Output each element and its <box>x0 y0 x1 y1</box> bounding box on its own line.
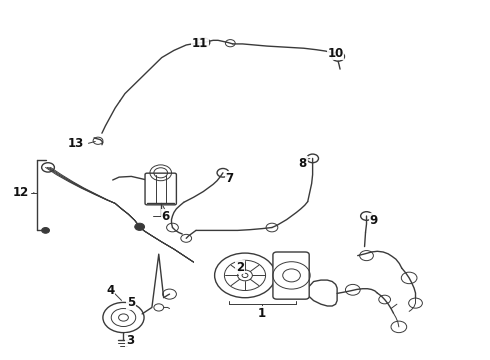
Circle shape <box>42 228 49 233</box>
Text: 10: 10 <box>327 47 344 60</box>
FancyBboxPatch shape <box>145 173 176 205</box>
Text: 11: 11 <box>192 37 208 50</box>
Circle shape <box>135 223 145 230</box>
Text: 7: 7 <box>225 172 233 185</box>
Text: 12: 12 <box>12 186 29 199</box>
Text: 8: 8 <box>299 157 307 170</box>
Text: 2: 2 <box>236 261 244 274</box>
Text: 4: 4 <box>106 284 114 297</box>
Text: 5: 5 <box>127 296 135 309</box>
Text: 6: 6 <box>162 210 170 222</box>
Text: 1: 1 <box>258 307 266 320</box>
FancyBboxPatch shape <box>273 252 309 299</box>
Text: 9: 9 <box>369 214 377 227</box>
Text: 3: 3 <box>126 334 134 347</box>
Text: 13: 13 <box>68 137 84 150</box>
